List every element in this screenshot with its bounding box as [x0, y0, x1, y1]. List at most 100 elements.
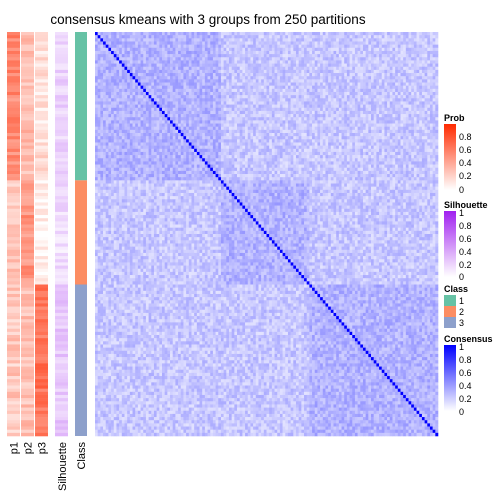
- consensus-cell: [199, 110, 203, 115]
- consensus-cell: [191, 38, 195, 42]
- consensus-cell: [368, 123, 372, 127]
- consensus-cell: [432, 110, 436, 115]
- consensus-cell: [357, 32, 361, 36]
- consensus-cell: [175, 110, 179, 115]
- consensus-cell: [196, 54, 200, 58]
- silhouette-cell: [55, 41, 68, 45]
- consensus-cell: [387, 60, 391, 64]
- consensus-cell: [322, 41, 326, 45]
- consensus-cell: [333, 136, 337, 140]
- consensus-cell: [373, 60, 377, 64]
- consensus-cell: [156, 91, 160, 96]
- consensus-cell: [365, 139, 369, 143]
- consensus-cell: [186, 104, 190, 109]
- consensus-cell: [387, 126, 391, 131]
- consensus-cell: [424, 54, 428, 58]
- consensus-cell: [408, 54, 412, 58]
- consensus-cell: [322, 66, 326, 71]
- consensus-cell: [258, 95, 262, 99]
- consensus-cell: [183, 101, 187, 105]
- prob-cell: [7, 227, 20, 232]
- consensus-cell: [314, 133, 318, 137]
- prob-cell: [21, 230, 34, 235]
- consensus-cell: [274, 91, 278, 96]
- consensus-cell: [220, 126, 224, 131]
- consensus-cell: [435, 44, 439, 49]
- prob-cell: [7, 142, 20, 146]
- consensus-cell: [129, 114, 133, 118]
- consensus-cell: [226, 35, 230, 39]
- consensus-cell: [220, 139, 224, 143]
- consensus-cell: [135, 54, 139, 58]
- consensus-cell: [379, 63, 383, 68]
- consensus-cell: [411, 126, 415, 131]
- prob-cell: [35, 76, 48, 80]
- consensus-cell: [95, 32, 98, 36]
- consensus-cell: [306, 44, 310, 49]
- consensus-cell: [322, 32, 326, 36]
- consensus-cell: [290, 44, 294, 49]
- consensus-cell: [196, 98, 200, 102]
- consensus-cell: [143, 117, 147, 121]
- consensus-cell: [261, 35, 265, 39]
- consensus-cell: [105, 38, 109, 42]
- consensus-cell: [400, 129, 404, 134]
- consensus-cell: [223, 101, 227, 105]
- consensus-cell: [95, 88, 98, 93]
- consensus-cell: [196, 129, 200, 134]
- consensus-cell: [336, 35, 340, 39]
- consensus-cell: [416, 114, 420, 118]
- prob-cell: [35, 98, 48, 102]
- consensus-cell: [226, 32, 230, 36]
- consensus-cell: [239, 126, 243, 131]
- consensus-cell: [188, 50, 192, 55]
- consensus-cell: [132, 110, 136, 115]
- consensus-cell: [282, 104, 286, 109]
- prob-cell: [21, 325, 34, 329]
- consensus-cell: [397, 73, 401, 77]
- consensus-cell: [151, 73, 155, 77]
- consensus-cell: [103, 91, 107, 96]
- consensus-cell: [137, 95, 141, 99]
- consensus-cell: [127, 85, 131, 90]
- consensus-cell: [121, 126, 125, 131]
- consensus-cell: [360, 60, 364, 64]
- consensus-cell: [309, 98, 313, 102]
- consensus-cell: [419, 117, 423, 121]
- consensus-cell: [384, 129, 388, 134]
- consensus-cell: [322, 79, 326, 83]
- consensus-cell: [108, 101, 112, 105]
- consensus-cell: [352, 60, 356, 64]
- consensus-cell: [175, 136, 179, 140]
- consensus-cell: [140, 136, 144, 140]
- consensus-cell: [266, 47, 270, 52]
- consensus-cell: [336, 60, 340, 64]
- consensus-cell: [167, 44, 171, 49]
- consensus-cell: [175, 114, 179, 118]
- consensus-cell: [290, 133, 294, 137]
- consensus-cell: [237, 60, 240, 64]
- consensus-cell: [354, 136, 358, 140]
- consensus-cell: [135, 44, 139, 49]
- prob-cell: [7, 151, 20, 156]
- consensus-cell: [239, 44, 243, 49]
- consensus-cell: [269, 114, 273, 118]
- consensus-cell: [392, 63, 396, 68]
- consensus-cell: [277, 60, 281, 64]
- consensus-cell: [247, 76, 251, 80]
- consensus-cell: [167, 120, 171, 124]
- consensus-cell: [255, 123, 259, 127]
- consensus-cell: [287, 66, 291, 71]
- consensus-cell: [196, 88, 200, 93]
- consensus-cell: [320, 32, 324, 36]
- consensus-cell: [258, 41, 262, 45]
- consensus-cell: [234, 139, 238, 143]
- consensus-cell: [156, 123, 160, 127]
- consensus-cell: [341, 66, 345, 71]
- consensus-cell: [336, 85, 340, 90]
- consensus-cell: [129, 91, 133, 96]
- silhouette-cell: [55, 240, 68, 244]
- consensus-cell: [132, 91, 136, 96]
- consensus-cell: [145, 44, 149, 49]
- prob-cell: [7, 107, 20, 112]
